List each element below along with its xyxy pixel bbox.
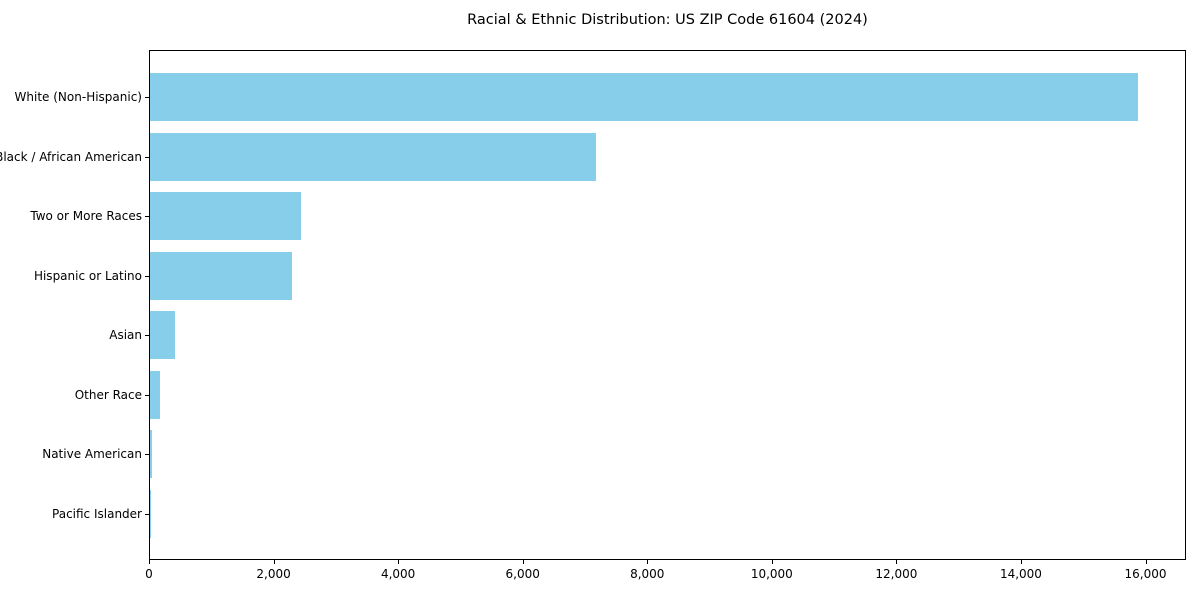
x-tick-mark: [522, 560, 524, 564]
x-tick-label: 14,000: [999, 567, 1042, 581]
x-tick-label: 8,000: [630, 567, 665, 581]
x-tick-mark: [398, 560, 400, 564]
bar-other-race: [150, 370, 160, 419]
y-tick-label: Asian: [109, 328, 142, 342]
bar-black-african-american: [150, 132, 597, 181]
x-tick-mark: [273, 560, 275, 564]
y-tick-mark: [145, 513, 149, 515]
bar-native-american: [150, 430, 152, 478]
plot-area: [149, 50, 1186, 560]
x-tick-mark: [771, 560, 773, 564]
y-tick-label: Other Race: [74, 387, 142, 402]
x-tick-label: 4,000: [380, 567, 416, 581]
x-tick-mark: [1145, 560, 1147, 564]
x-tick-label: 0: [145, 567, 153, 581]
y-tick-label: Two or More Races: [30, 209, 142, 223]
x-tick-label: 12,000: [875, 567, 918, 581]
y-tick-label: Hispanic or Latino: [33, 268, 142, 283]
x-tick-mark: [647, 560, 649, 564]
y-tick-mark: [145, 394, 149, 396]
x-tick-label: 2,000: [256, 567, 291, 581]
x-tick-label: 6,000: [505, 567, 540, 581]
y-tick-label: Native American: [42, 447, 142, 461]
x-tick-mark: [1020, 560, 1022, 564]
y-tick-mark: [145, 216, 149, 217]
y-tick-label: Black / African American: [0, 149, 142, 164]
x-tick-mark: [149, 560, 150, 564]
bar-white-non-hispanic: [150, 73, 1138, 121]
y-tick-mark: [145, 275, 149, 277]
y-tick-mark: [145, 335, 149, 336]
y-tick-mark: [145, 97, 149, 98]
x-tick-label: 10,000: [750, 567, 793, 581]
bar-pacific-islander: [150, 489, 151, 538]
y-tick-label: Pacific Islander: [52, 506, 142, 521]
y-tick-mark: [145, 156, 149, 158]
x-tick-mark: [896, 560, 898, 564]
chart-title: Racial & Ethnic Distribution: US ZIP Cod…: [467, 12, 868, 28]
bar-asian: [150, 311, 176, 359]
x-tick-label: 16,000: [1124, 567, 1167, 581]
y-tick-mark: [145, 454, 149, 455]
bar-hispanic-or-latino: [150, 251, 292, 300]
bar-two-or-more-races: [150, 192, 301, 240]
y-tick-label: White (Non-Hispanic): [14, 90, 142, 104]
